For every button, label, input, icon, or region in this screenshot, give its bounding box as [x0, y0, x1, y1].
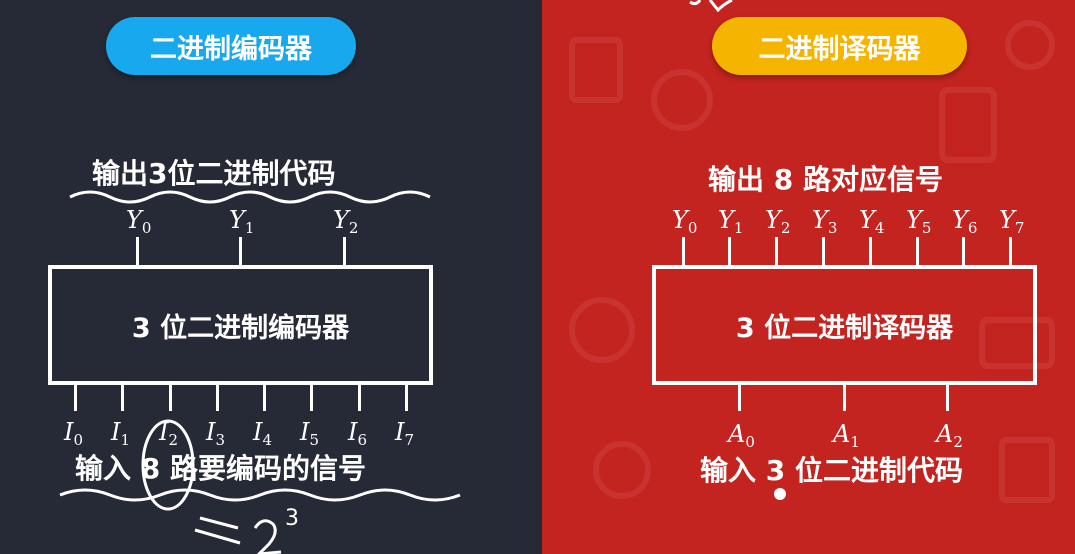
encoder-input-7-line: [404, 385, 408, 411]
encoder-output-2-line: [342, 237, 346, 265]
magnifier-icon: [1005, 20, 1055, 70]
encoder-output-0-label: Y0: [126, 206, 152, 237]
decoder-output-5-line: [915, 237, 919, 265]
decoder-input-1-label: A1: [833, 420, 860, 451]
coin-icon: [651, 69, 713, 131]
decoder-output-4-label: Y4: [859, 206, 885, 237]
decoder-output-2-label: Y2: [765, 206, 791, 237]
circle-mark: [141, 419, 195, 511]
underline-scribble: [69, 190, 431, 204]
encoder-input-1-line: [120, 385, 124, 411]
dollar-icon: [593, 441, 651, 499]
decoder-output-1-line: [727, 237, 731, 265]
encoder-input-1-label: I1: [111, 418, 131, 449]
encoder-input-caption: 输入 8 路要编码的信号: [75, 452, 366, 485]
decoder-output-0-label: Y0: [672, 206, 698, 237]
encoder-block-label: 3 位二进制编码器: [131, 312, 350, 344]
handwritten-exponent: 3: [285, 506, 299, 531]
encoder-input-3-line: [215, 385, 219, 411]
encoder-input-4-label: I4: [253, 418, 273, 449]
decoder-output-6-line: [961, 237, 965, 265]
decoder-output-0-line: [681, 237, 685, 265]
decoder-block: 3 位二进制译码器: [652, 265, 1037, 385]
pointer-dot: [774, 488, 786, 500]
document-icon: [569, 37, 623, 103]
encoder-input-2-label: I2: [159, 418, 179, 449]
decoder-output-7-label: Y7: [999, 206, 1025, 237]
encoder-output-caption: 输出3位二进制代码: [92, 157, 336, 190]
encoder-input-5-line: [309, 385, 313, 411]
equals-stroke: [199, 516, 239, 530]
decoder-input-0-line: [737, 385, 741, 411]
encoder-output-1-line: [238, 237, 242, 265]
background-pattern: [569, 20, 1055, 503]
decoder-title: 二进制译码器: [712, 17, 967, 75]
encoder-input-7-label: I7: [395, 418, 415, 449]
decoder-input-0-label: A0: [728, 420, 755, 451]
decoder-panel: [542, 0, 1075, 554]
encoder-input-4-line: [262, 385, 266, 411]
decoder-output-3-label: Y3: [812, 206, 838, 237]
decoder-output-1-label: Y1: [718, 206, 744, 237]
decoder-output-5-label: Y5: [906, 206, 932, 237]
encoder-input-6-line: [357, 385, 361, 411]
equals-stroke: [194, 528, 241, 545]
encoder-output-2-label: Y2: [333, 206, 359, 237]
encoder-input-0-label: I0: [64, 418, 84, 449]
handwritten-two: [253, 519, 282, 554]
encoder-input-0-line: [73, 385, 77, 411]
underline-scribble: [59, 488, 461, 502]
decoder-output-3-line: [821, 237, 825, 265]
encoder-input-2-line: [168, 385, 172, 411]
decoder-output-6-label: Y6: [952, 206, 978, 237]
decoder-output-caption: 输出 8 路对应信号: [708, 163, 943, 196]
decoder-input-1-line: [842, 385, 846, 411]
encoder-output-0-line: [135, 237, 139, 265]
pie-chart-icon: [569, 297, 635, 363]
encoder-title: 二进制编码器: [106, 17, 356, 75]
decoder-block-label: 3 位二进制译码器: [735, 312, 954, 344]
encoder-output-1-label: Y1: [229, 206, 255, 237]
decoder-output-2-line: [774, 237, 778, 265]
calculator-icon: [939, 87, 997, 163]
decoder-input-2-line: [945, 385, 949, 411]
chart-icon: [999, 437, 1055, 503]
decoder-output-7-line: [1008, 237, 1012, 265]
encoder-block: 3 位二进制编码器: [48, 265, 433, 385]
decoder-input-caption: 输入 3 位二进制代码: [700, 454, 963, 487]
encoder-input-5-label: I5: [300, 418, 320, 449]
decoder-input-2-label: A2: [936, 420, 963, 451]
encoder-input-3-label: I3: [206, 418, 226, 449]
card-icon: [979, 317, 1055, 369]
encoder-input-6-label: I6: [348, 418, 368, 449]
top-handwriting: [689, 0, 733, 13]
encoder-panel: [0, 0, 542, 554]
decoder-output-4-line: [868, 237, 872, 265]
